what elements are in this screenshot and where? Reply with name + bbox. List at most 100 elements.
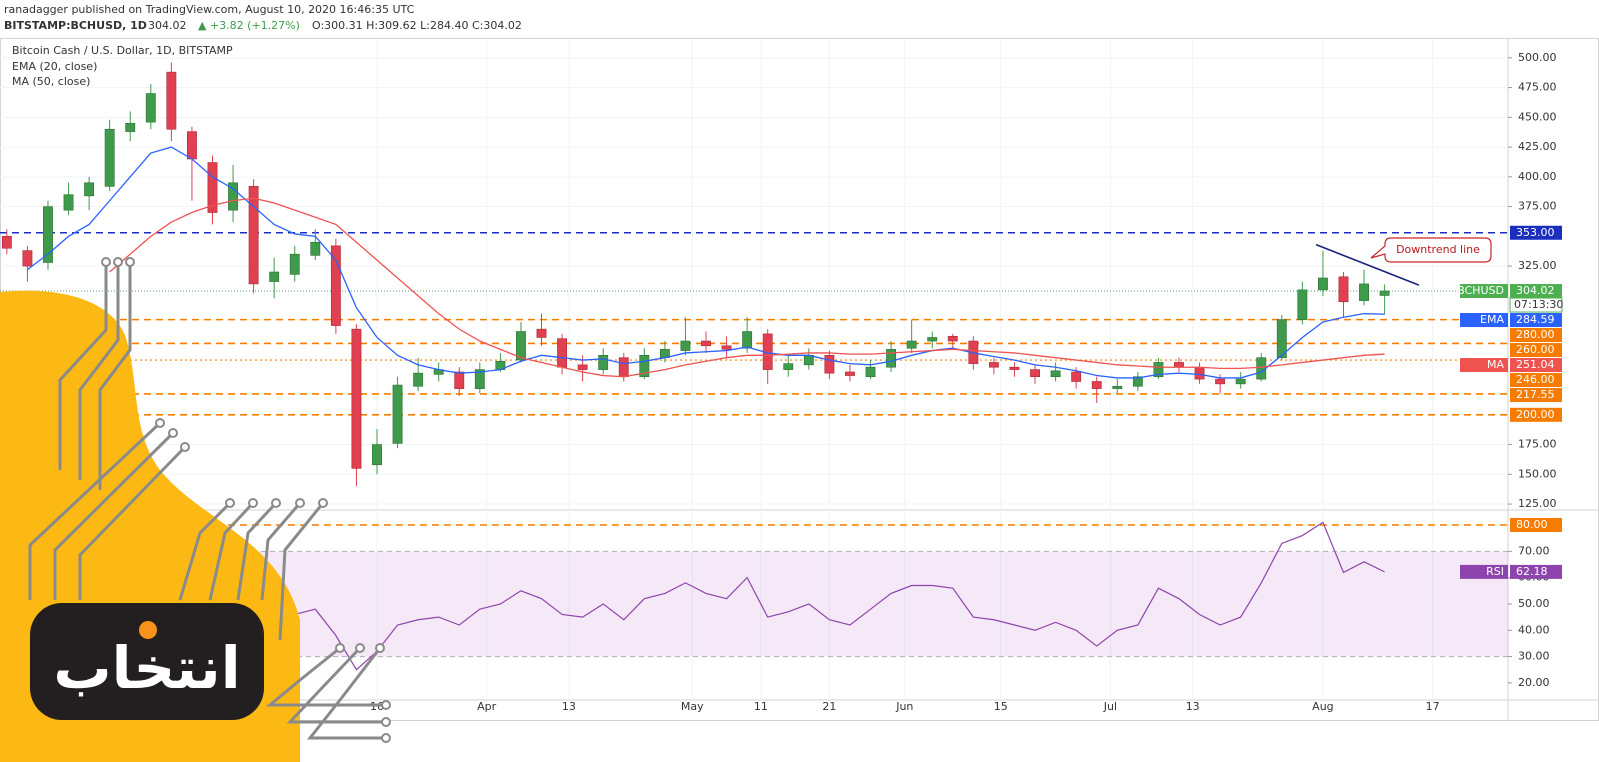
candle-body	[557, 338, 567, 368]
level-label-bg	[1510, 328, 1562, 343]
candle-body	[988, 362, 999, 368]
candle-body	[207, 162, 218, 213]
candle-body	[1359, 283, 1369, 301]
candle-body	[454, 371, 465, 389]
candle-body	[680, 340, 691, 351]
candle-body	[166, 71, 177, 130]
publisher: ranadagger published on TradingView.com,…	[4, 3, 415, 16]
candle-body	[1276, 319, 1287, 358]
last-price-badge: 304.02	[1516, 284, 1555, 297]
legend-entry: MA (50, close)	[12, 75, 90, 88]
candle-body	[886, 349, 897, 368]
last-price: 304.02	[148, 19, 187, 32]
candle-body	[701, 340, 711, 347]
moving-average-line	[27, 146, 1385, 379]
y-tick-label: 150.00	[1518, 467, 1557, 480]
level-label-bg	[1510, 225, 1562, 240]
candle-body	[1071, 371, 1082, 382]
candle-body	[22, 250, 33, 267]
candle-body	[310, 241, 321, 256]
rsi-value-badge-bg	[1510, 564, 1562, 579]
level-label-bg	[1510, 407, 1562, 422]
candle-body	[1132, 376, 1143, 387]
level-label: 246.00	[1516, 373, 1555, 386]
candle-body	[269, 271, 280, 282]
candle-body	[1, 236, 12, 249]
candle-body	[1194, 366, 1205, 380]
rsi-value-badge-tag-bg	[1460, 564, 1508, 579]
candle-body	[618, 357, 629, 378]
callout-box	[1370, 237, 1492, 263]
price-change: ▲ +3.82 (+1.27%)	[198, 19, 300, 32]
candle-body	[824, 355, 835, 374]
x-tick-label: May	[681, 700, 704, 713]
candle-body	[1030, 369, 1040, 378]
y-tick-label: 175.00	[1518, 438, 1557, 451]
ma-value-badge-tag: EMA	[1480, 313, 1504, 326]
logo-box	[30, 603, 264, 720]
symbol-line: BITSTAMP:BCHUSD, 1D	[4, 19, 147, 32]
level-label-bg	[1510, 343, 1562, 358]
x-tick-label: Aug	[1312, 700, 1333, 713]
candle-body	[125, 122, 136, 132]
candle-body	[43, 206, 53, 263]
level-label: 280.00	[1516, 328, 1555, 341]
candle-body	[289, 253, 300, 275]
candle-body	[1318, 277, 1328, 291]
candle-body	[104, 128, 115, 187]
candle-body	[577, 364, 588, 370]
candle-body	[187, 131, 197, 160]
y-tick-label: 50.00	[1518, 597, 1550, 610]
last-price-badge-tag: BCHUSD	[1457, 284, 1504, 297]
x-tick-label: 15	[994, 700, 1008, 713]
candle-body	[1235, 378, 1246, 385]
candle-body	[248, 186, 259, 285]
candle-body	[1091, 381, 1102, 389]
ma-value-badge-tag-bg	[1460, 313, 1508, 328]
candle-body	[906, 340, 917, 349]
ma-value-badge-tag: MA	[1487, 358, 1504, 371]
candle-body	[1256, 357, 1267, 380]
countdown-bg	[1509, 297, 1563, 313]
rsi-value-badge: 62.18	[1516, 565, 1548, 578]
y-tick-label: 125.00	[1518, 497, 1557, 510]
candle-body	[536, 328, 547, 338]
candle-body	[1297, 289, 1308, 320]
watermark: انتخاب	[0, 257, 391, 762]
circuit-dots	[101, 257, 391, 743]
x-tick-label: 17	[1426, 700, 1440, 713]
candle-body	[1379, 290, 1390, 296]
level-label: 353.00	[1516, 226, 1555, 239]
y-tick-label: 325.00	[1518, 259, 1557, 272]
y-tick-label: 400.00	[1518, 170, 1557, 183]
candle-body	[1050, 370, 1061, 378]
price-pane: Downtrend line	[0, 40, 1512, 700]
candle-body	[927, 337, 938, 342]
legend: Bitcoin Cash / U.S. Dollar, 1D, BITSTAMP…	[12, 44, 233, 88]
candle-body	[721, 345, 732, 350]
level-label: 217.55	[1516, 388, 1555, 401]
ma-value-badge-tag-bg	[1460, 358, 1508, 373]
y-tick-label: 450.00	[1518, 110, 1557, 123]
level-label: 260.00	[1516, 343, 1555, 356]
candle-body	[392, 384, 403, 444]
x-tick-label: 13	[562, 700, 576, 713]
candle-body	[351, 328, 362, 469]
legend-title: Bitcoin Cash / U.S. Dollar, 1D, BITSTAMP	[12, 44, 233, 57]
candle-body	[803, 355, 814, 366]
y-tick-label: 500.00	[1518, 51, 1557, 64]
candle-body	[845, 371, 855, 376]
candle-body	[228, 182, 238, 211]
candle-body	[1112, 385, 1123, 389]
level-label-bg	[1510, 373, 1562, 388]
rsi-value-badge-tag: RSI	[1486, 565, 1504, 578]
y-tick-label: 70.00	[1518, 544, 1550, 557]
candle-body	[1174, 362, 1184, 368]
candle-body	[947, 335, 958, 342]
x-tick-label: 13	[1186, 700, 1200, 713]
candle-body	[1338, 276, 1349, 303]
circuit-lines	[28, 262, 386, 740]
candle-body	[639, 355, 650, 378]
candle-body	[1215, 378, 1226, 385]
